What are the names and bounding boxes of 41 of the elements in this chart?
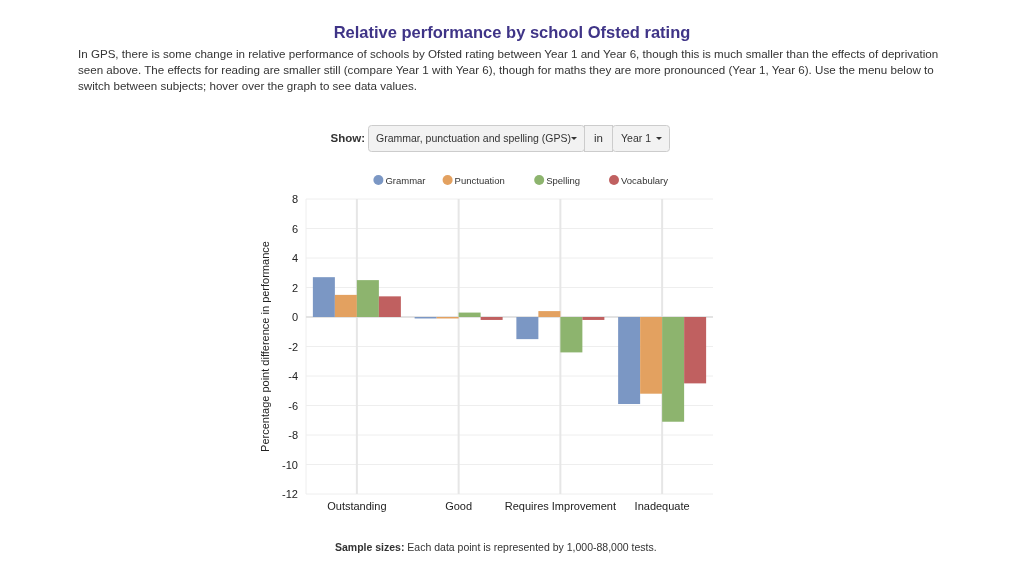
- y-tick-label: -12: [282, 488, 298, 500]
- bar: [618, 317, 641, 405]
- y-tick-label: 2: [291, 281, 298, 294]
- legend-label: Spelling: [546, 174, 581, 186]
- y-tick-label: -4: [288, 370, 298, 382]
- y-tick-label: 6: [291, 222, 298, 235]
- bar: [378, 296, 401, 317]
- bar: [334, 294, 357, 317]
- bar: [582, 317, 605, 320]
- bar: [662, 317, 685, 422]
- year-dropdown: Year 1: [612, 125, 670, 152]
- y-tick-label: -2: [288, 340, 298, 353]
- x-tick-label: Good: [445, 500, 473, 512]
- y-tick-label: 0: [291, 311, 298, 323]
- legend-label: Punctuation: [454, 174, 505, 186]
- y-axis-title: Percentage point difference in performance: [259, 241, 271, 452]
- x-tick-label: Inadequate: [634, 500, 690, 512]
- chart-title: Relative performance by school Ofsted rating: [333, 23, 691, 41]
- text: Sample sizes: Each data point is represented by 1,000-88,000 tests.: [335, 541, 657, 553]
- bar: [480, 317, 503, 320]
- bar: [640, 317, 663, 394]
- chart-subtitle: In GPS, there is some change in relative performance of schools by Ofsted rating between Year 1 and Year 6, though this is much smaller than the effects of deprivation seen above. The effects for reading are smaller still (compare Year 1 with Year 6), though for maths they are more pronounced (Year 1, Year 6). Use the menu below to switch between subjects; hover over the graph to see data values.: [78, 46, 940, 94]
- bar: [312, 277, 335, 317]
- y-tick-label: 8: [291, 193, 298, 205]
- y-tick-label: -10: [282, 458, 298, 471]
- bar: [538, 311, 561, 317]
- bar: [684, 317, 707, 384]
- legend-label: Vocabulary: [621, 174, 669, 186]
- in-label-box: in: [584, 125, 613, 152]
- bar: [516, 317, 539, 340]
- y-tick-label: -6: [288, 399, 298, 412]
- x-tick-label: Outstanding: [327, 500, 387, 512]
- subject-dropdown: Grammar, punctuation and spelling (GPS): [368, 125, 585, 152]
- y-tick-label: -8: [288, 429, 298, 441]
- bar: [560, 317, 583, 353]
- x-tick-label: Requires Improvement: [504, 500, 617, 512]
- y-tick-label: 4: [291, 252, 298, 264]
- legend-label: Grammar: [385, 174, 426, 186]
- bar: [356, 280, 379, 317]
- bar: [458, 312, 481, 317]
- text: Show:: [330, 132, 365, 144]
